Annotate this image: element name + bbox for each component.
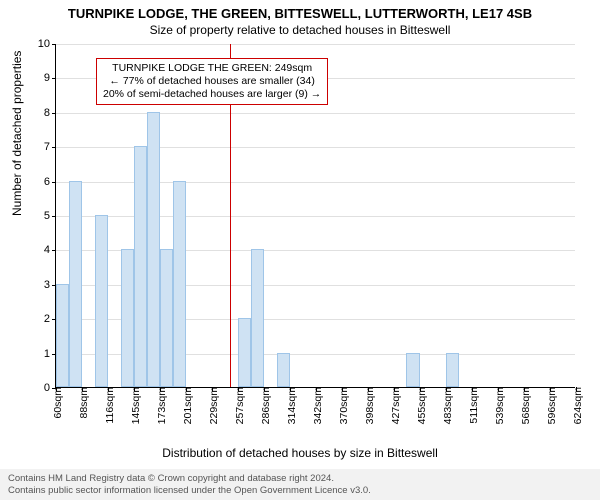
ytick-label: 7 xyxy=(44,141,56,153)
xtick-label: 483sqm xyxy=(438,387,454,424)
chart-subtitle: Size of property relative to detached ho… xyxy=(0,21,600,37)
histogram-bar xyxy=(56,284,69,387)
ytick-label: 4 xyxy=(44,244,56,256)
histogram-bar xyxy=(121,249,134,387)
histogram-bar xyxy=(69,181,82,387)
gridline xyxy=(56,44,575,45)
ytick-label: 9 xyxy=(44,72,56,84)
histogram-bar xyxy=(277,353,290,387)
xtick-label: 229sqm xyxy=(204,387,220,424)
xtick-label: 60sqm xyxy=(48,387,64,419)
histogram-bar xyxy=(173,181,186,387)
xtick-label: 201sqm xyxy=(178,387,194,424)
footer-line-1: Contains HM Land Registry data © Crown c… xyxy=(8,473,592,484)
xtick-label: 511sqm xyxy=(464,387,480,424)
xtick-label: 314sqm xyxy=(282,387,298,424)
histogram-bar xyxy=(238,318,251,387)
ytick-label: 6 xyxy=(44,176,56,188)
info-line-3: 20% of semi-detached houses are larger (… xyxy=(103,88,321,101)
info-box: TURNPIKE LODGE THE GREEN: 249sqm← 77% of… xyxy=(96,58,328,105)
xtick-label: 455sqm xyxy=(412,387,428,424)
info-line-1: TURNPIKE LODGE THE GREEN: 249sqm xyxy=(103,62,321,75)
xtick-label: 257sqm xyxy=(230,387,246,424)
xtick-label: 398sqm xyxy=(360,387,376,424)
footer-line-2: Contains public sector information licen… xyxy=(8,485,592,496)
xtick-label: 342sqm xyxy=(308,387,324,424)
xtick-label: 370sqm xyxy=(334,387,350,424)
y-axis-label: Number of detached properties xyxy=(10,51,24,216)
info-line-2: ← 77% of detached houses are smaller (34… xyxy=(103,75,321,88)
histogram-bar xyxy=(251,249,265,387)
xtick-label: 88sqm xyxy=(74,387,90,419)
ytick-label: 8 xyxy=(44,107,56,119)
xtick-label: 539sqm xyxy=(490,387,506,424)
x-axis-label: Distribution of detached houses by size … xyxy=(0,446,600,460)
chart-title: TURNPIKE LODGE, THE GREEN, BITTESWELL, L… xyxy=(0,0,600,21)
histogram-bar xyxy=(134,146,147,387)
footer: Contains HM Land Registry data © Crown c… xyxy=(0,469,600,500)
xtick-label: 427sqm xyxy=(386,387,402,424)
xtick-label: 116sqm xyxy=(100,387,116,424)
xtick-label: 286sqm xyxy=(256,387,272,424)
gridline xyxy=(56,113,575,114)
histogram-bar xyxy=(446,353,459,387)
xtick-label: 624sqm xyxy=(568,387,584,424)
histogram-bar xyxy=(147,112,160,387)
ytick-label: 3 xyxy=(44,279,56,291)
ytick-label: 1 xyxy=(44,348,56,360)
ytick-label: 5 xyxy=(44,210,56,222)
ytick-label: 2 xyxy=(44,313,56,325)
histogram-bar xyxy=(160,249,173,387)
xtick-label: 173sqm xyxy=(152,387,168,424)
plot-area: 012345678910TURNPIKE LODGE THE GREEN: 24… xyxy=(55,44,575,388)
xtick-label: 145sqm xyxy=(126,387,142,424)
xtick-label: 568sqm xyxy=(516,387,532,424)
xtick-label: 596sqm xyxy=(542,387,558,424)
histogram-bar xyxy=(95,215,108,387)
ytick-label: 10 xyxy=(38,38,56,50)
histogram-bar xyxy=(406,353,420,387)
